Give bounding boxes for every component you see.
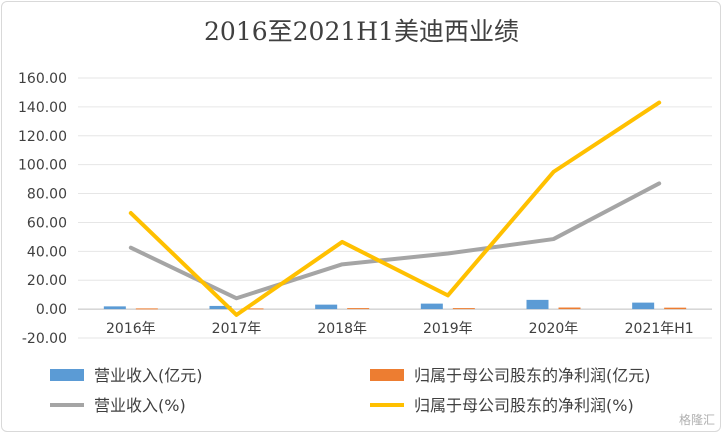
y-tick-label: 80.00 — [27, 187, 67, 203]
bar — [632, 302, 655, 310]
series-line — [128, 100, 662, 317]
series-line — [128, 181, 662, 301]
legend-swatch — [370, 369, 404, 381]
x-tick-label: 2019年 — [423, 321, 473, 337]
legend-label: 营业收入(亿元) — [94, 366, 203, 385]
y-tick-label: 140.00 — [18, 100, 67, 116]
bar — [452, 308, 475, 310]
bar — [315, 304, 338, 310]
bar — [209, 305, 232, 310]
bar — [558, 307, 581, 310]
bar — [103, 306, 126, 310]
chart-title: 2016至2021H1美迪西业绩 — [204, 17, 519, 46]
series-lines — [128, 100, 662, 317]
y-tick-label: 60.00 — [27, 215, 67, 231]
bar — [241, 308, 264, 310]
y-tick-label: 160.00 — [18, 71, 67, 87]
y-tick-label: 20.00 — [27, 273, 67, 289]
y-tick-label: 100.00 — [18, 158, 67, 174]
bar — [347, 308, 370, 310]
watermark-text: 格隆汇 — [678, 413, 715, 427]
x-tick-label: 2018年 — [317, 321, 367, 337]
y-tick-label: 40.00 — [27, 244, 67, 260]
x-tick-label: 2021年H1 — [625, 321, 694, 337]
bar — [420, 303, 443, 310]
y-tick-label: 120.00 — [18, 129, 67, 145]
bar — [135, 308, 158, 310]
legend: 营业收入(亿元) 归属于母公司股东的净利润(亿元) 营业收入(%) 归属于母公司股东的… — [50, 366, 651, 415]
legend-label: 归属于母公司股东的净利润(%) — [414, 396, 634, 415]
x-tick-label: 2017年 — [212, 321, 262, 337]
y-tick-label: -20.00 — [22, 331, 67, 347]
bar — [664, 307, 687, 310]
x-tick-label: 2020年 — [529, 321, 579, 337]
legend-label: 营业收入(%) — [94, 396, 186, 415]
x-tick-label: 2016年 — [106, 321, 156, 337]
y-tick-label: 0.00 — [36, 302, 67, 318]
legend-swatch — [50, 369, 84, 381]
grid-lines — [78, 77, 712, 339]
x-axis-ticks: 2016年 2017年 2018年 2019年 2020年 2021年H1 — [106, 321, 694, 337]
legend-label: 归属于母公司股东的净利润(亿元) — [414, 366, 651, 385]
bar — [526, 299, 549, 310]
y-axis-ticks: -20.00 0.00 20.00 40.00 60.00 80.00 100.00 120.… — [18, 71, 67, 347]
bars — [103, 299, 687, 310]
